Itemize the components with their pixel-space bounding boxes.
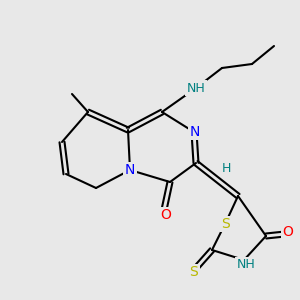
Text: NH: NH [237,259,255,272]
Text: N: N [125,163,135,177]
Text: NH: NH [187,82,206,94]
Text: S: S [190,265,198,279]
Text: O: O [283,225,293,239]
Text: O: O [160,208,171,222]
Text: S: S [222,217,230,231]
Text: H: H [221,161,231,175]
Text: N: N [190,125,200,139]
